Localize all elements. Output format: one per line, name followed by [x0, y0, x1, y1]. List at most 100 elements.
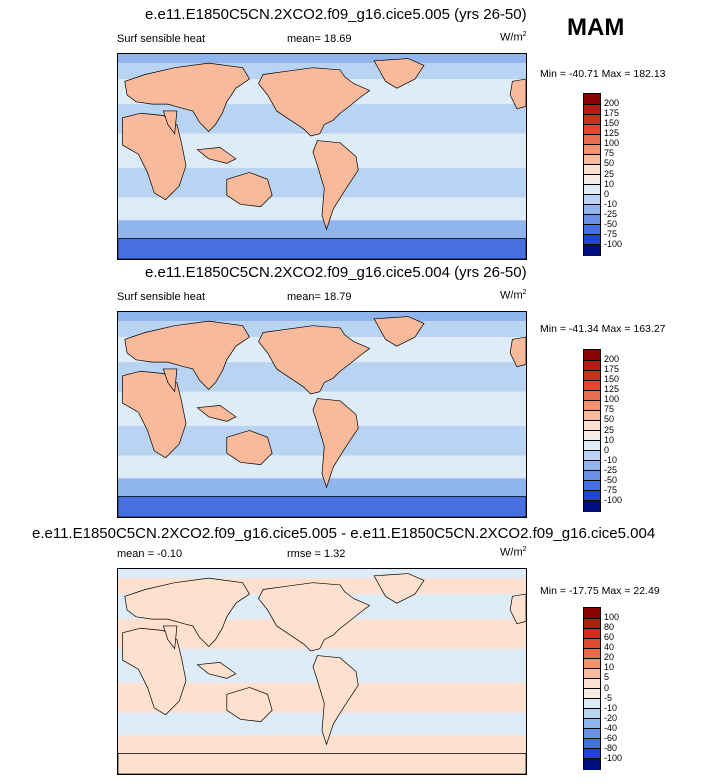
landmass: [374, 574, 424, 604]
season-label: MAM: [567, 14, 625, 41]
landmass: [163, 111, 177, 134]
landmass: [197, 147, 236, 163]
colorbar-tick-label: 0: [604, 188, 610, 199]
colorbar-swatch: [584, 490, 600, 502]
colorbar-tick-label: 100: [604, 138, 620, 149]
antarctica-landmass: [118, 497, 526, 517]
panel-1-mean: mean= 18.69: [287, 33, 352, 45]
colorbar-separator: [584, 389, 600, 391]
ocean-band: [118, 220, 526, 239]
panel-2-units: W/m2: [500, 289, 527, 302]
panel-3-map: [117, 568, 527, 775]
colorbar-separator: [584, 184, 600, 186]
colorbar-separator: [584, 430, 600, 431]
colorbar-tick-label: -100: [604, 238, 623, 249]
colorbar-swatch: [584, 638, 600, 649]
landmass: [313, 656, 358, 745]
panel-3-units: W/m2: [500, 546, 527, 559]
colorbar-swatch: [584, 738, 600, 750]
colorbar-separator: [584, 163, 600, 165]
colorbar-swatch: [584, 648, 600, 659]
landmass: [510, 79, 526, 109]
colorbar-separator: [584, 194, 600, 196]
colorbar-tick-label: 125: [604, 128, 620, 139]
colorbar-separator: [584, 419, 600, 421]
colorbar-tick-label: 20: [604, 652, 615, 663]
landmass: [510, 594, 526, 624]
landmass: [125, 63, 250, 131]
landmass: [123, 113, 186, 200]
panel-2-colorbar: [583, 349, 601, 512]
colorbar-swatch: [584, 678, 600, 689]
panel-1-minmax: Min = -40.71 Max = 182.13: [540, 68, 666, 80]
colorbar-swatch: [584, 94, 600, 105]
colorbar-separator: [584, 500, 600, 502]
colorbar-swatch: [584, 628, 600, 639]
colorbar-swatch: [584, 214, 600, 226]
colorbar-swatch: [584, 500, 600, 512]
ocean-band: [118, 735, 526, 754]
colorbar-separator: [584, 667, 600, 669]
colorbar-swatch: [584, 480, 600, 492]
colorbar-tick-label: -10: [604, 454, 618, 465]
landmass: [259, 68, 370, 136]
panel-1-map: [117, 53, 527, 260]
colorbar-separator: [584, 450, 600, 452]
colorbar-tick-label: 175: [604, 108, 620, 119]
panel-2-title: e.e11.E1850C5CN.2XCO2.f09_g16.cice5.004 …: [145, 264, 527, 281]
colorbar-separator: [584, 234, 600, 236]
colorbar-tick-label: 175: [604, 364, 620, 375]
panel-1-variable-label: Surf sensible heat: [117, 33, 206, 45]
ocean-band: [118, 569, 526, 579]
colorbar-separator: [584, 133, 600, 135]
colorbar-tick-label: 150: [604, 118, 620, 129]
panel-3-mean: mean = -0.10: [117, 548, 183, 560]
colorbar-swatch: [584, 370, 600, 381]
colorbar-swatch: [584, 608, 600, 619]
colorbar-swatch: [584, 440, 600, 452]
colorbar-tick-label: 100: [604, 612, 620, 623]
colorbar-swatch: [584, 758, 600, 770]
ocean-band: [118, 312, 526, 322]
colorbar-tick-label: -25: [604, 208, 618, 219]
colorbar-separator: [584, 480, 600, 482]
colorbar-separator: [584, 103, 600, 105]
colorbar-swatch: [584, 360, 600, 371]
colorbar-separator: [584, 688, 600, 689]
colorbar-swatch: [584, 708, 600, 720]
panel-1-colorbar: [583, 93, 601, 256]
colorbar-separator: [584, 460, 600, 462]
colorbar-separator: [584, 738, 600, 740]
colorbar-tick-label: -25: [604, 464, 618, 475]
colorbar-separator: [584, 359, 600, 361]
colorbar-swatch: [584, 748, 600, 760]
colorbar-swatch: [584, 104, 600, 115]
colorbar-tick-label: 10: [604, 662, 615, 673]
colorbar-tick-label: 100: [604, 394, 620, 405]
colorbar-tick-label: 0: [604, 444, 610, 455]
colorbar-tick-label: -100: [604, 494, 623, 505]
colorbar-tick-label: -80: [604, 742, 618, 753]
colorbar-separator: [584, 123, 600, 125]
colorbar-swatch: [584, 658, 600, 669]
colorbar-swatch: [584, 410, 600, 421]
colorbar-tick-label: -10: [604, 198, 618, 209]
colorbar-tick-label: 5: [604, 672, 610, 683]
colorbar-tick-label: 75: [604, 148, 615, 159]
colorbar-separator: [584, 153, 600, 155]
landmass: [163, 626, 177, 649]
colorbar-swatch: [584, 470, 600, 482]
colorbar-separator: [584, 617, 600, 619]
colorbar-tick-label: 150: [604, 374, 620, 385]
colorbar-swatch: [584, 194, 600, 206]
colorbar-swatch: [584, 718, 600, 730]
landmass: [259, 326, 370, 394]
landmass: [374, 317, 424, 347]
landmass: [197, 405, 236, 421]
ocean-band: [118, 478, 526, 497]
colorbar-swatch: [584, 154, 600, 165]
colorbar-swatch: [584, 164, 600, 175]
colorbar-tick-label: -50: [604, 218, 618, 229]
colorbar-separator: [584, 677, 600, 679]
colorbar-separator: [584, 698, 600, 700]
